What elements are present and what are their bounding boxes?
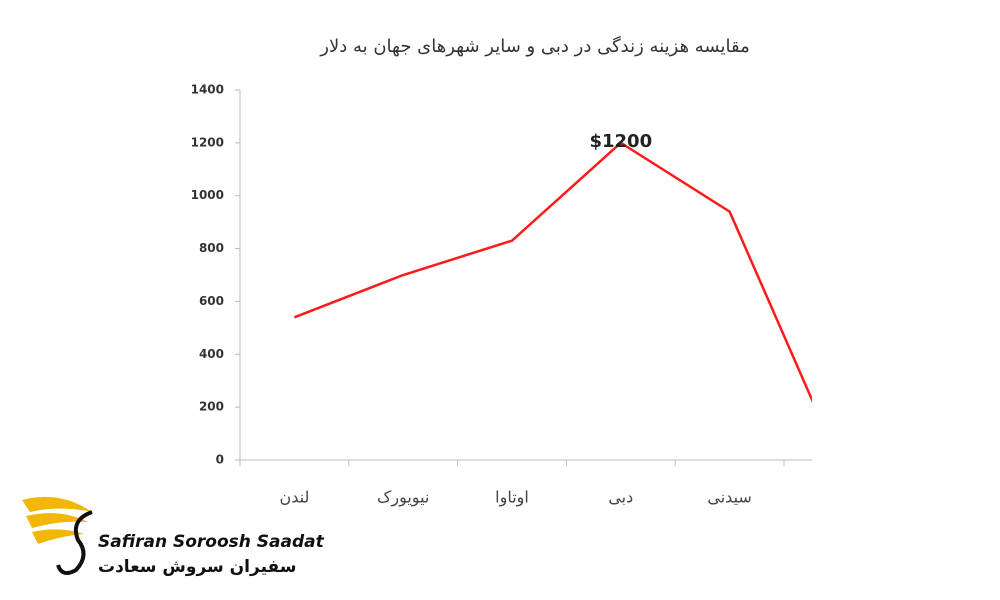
y-tick-label: 1000 — [191, 188, 224, 202]
y-tick-label: 1400 — [191, 83, 224, 97]
x-tick-label: دبی — [608, 488, 633, 507]
logo: Safiran Soroosh Saadat سفیران سروش سعادت — [22, 496, 325, 577]
data-label: $1200 — [589, 131, 652, 152]
x-tick-label: سیدنی — [707, 488, 751, 507]
logo-name: Safiran Soroosh Saadat — [98, 532, 325, 552]
logo-name-fa: سفیران سروش سعادت — [98, 557, 296, 577]
x-tick-label: نیویورک — [377, 488, 429, 508]
y-tick-label: 200 — [199, 400, 224, 414]
y-tick-label: 800 — [199, 241, 224, 255]
x-tick-label: لندن — [279, 488, 309, 507]
logo-swan — [56, 510, 93, 576]
logo-wing — [32, 529, 84, 544]
chart-title: مقایسه هزینه زندگی در دبی و سایر شهرهای … — [319, 35, 749, 57]
y-tick-label: 1200 — [191, 135, 224, 149]
y-tick-label: 400 — [199, 347, 224, 361]
x-tick-label: اوتاوا — [495, 488, 529, 508]
logo-wing — [22, 496, 92, 512]
line — [293, 141, 812, 403]
logo-wing — [26, 513, 88, 528]
y-tick-label: 600 — [199, 294, 224, 308]
y-tick-label: 0 — [216, 453, 224, 467]
